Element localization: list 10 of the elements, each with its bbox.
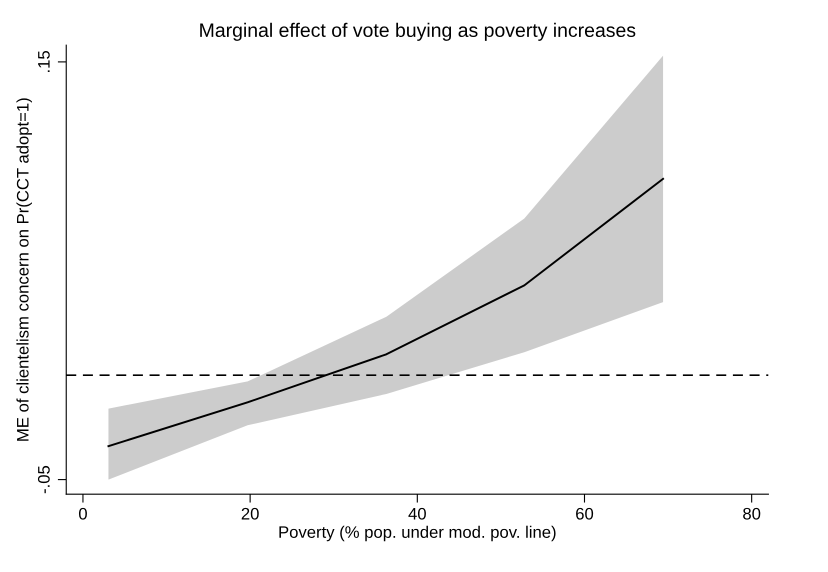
x-tick-label: 0 [78, 508, 87, 520]
y-tick-label: -.05 [38, 466, 50, 494]
y-axis-title: ME of clientelism concern on Pr(CCT adopt=1) [16, 98, 32, 441]
x-tick-label: 60 [576, 508, 594, 520]
x-tick-label: 20 [242, 508, 259, 520]
x-tick-label: 40 [408, 508, 426, 520]
x-axis-title: Poverty (% pop. under mod. pov. line) [279, 526, 556, 542]
y-tick-label: .15 [38, 51, 50, 72]
x-tick-label: 80 [743, 508, 760, 520]
chart-title: Marginal effect of vote buying as poverty increases [200, 22, 636, 41]
